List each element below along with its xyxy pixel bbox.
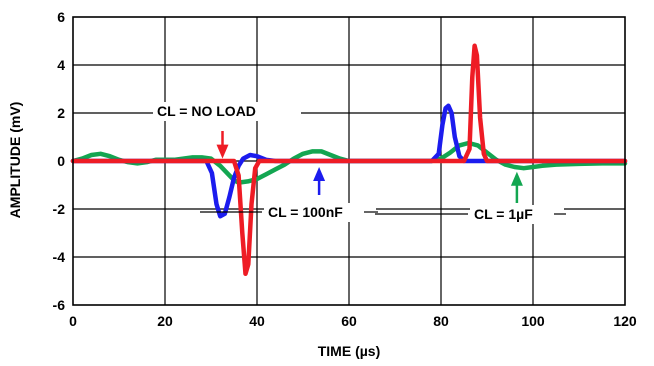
annotation-bg (264, 203, 376, 222)
y-tick-label: 2 (57, 105, 65, 121)
y-tick-label: 4 (57, 57, 65, 73)
x-tick-label: 40 (249, 313, 265, 329)
annotation-arrowhead (510, 171, 523, 186)
annotation-label: CL = 1µF (474, 206, 533, 222)
y-tick-label: -4 (53, 249, 66, 265)
annotation-arrowhead (216, 144, 229, 159)
y-axis-title: AMPLITUDE (mV) (7, 102, 23, 219)
x-tick-label: 120 (613, 313, 637, 329)
annotation-arrowhead (313, 167, 326, 181)
y-tick-label: 6 (57, 9, 65, 25)
plot-series (70, 43, 628, 277)
y-tick-label: -6 (53, 297, 66, 313)
x-tick-label: 100 (521, 313, 545, 329)
y-tick-label: 0 (57, 153, 65, 169)
series-line-0 (70, 43, 628, 277)
annotation-bg (470, 205, 564, 224)
x-tick-label: 20 (157, 313, 173, 329)
annotation-label: CL = NO LOAD (157, 103, 256, 119)
plot-frame (72, 16, 626, 306)
x-axis-title: TIME (µs) (318, 343, 381, 359)
x-tick-label: 60 (341, 313, 357, 329)
x-tick-label: 0 (69, 313, 77, 329)
annotations: CL = NO LOAD CL = 100nF CL = 1µF (153, 102, 566, 224)
x-tick-label: 80 (433, 313, 449, 329)
series-line-1 (70, 103, 628, 219)
annotation-bg (153, 102, 301, 121)
annotation-label: CL = 100nF (268, 204, 343, 220)
y-tick-label: -2 (53, 201, 66, 217)
